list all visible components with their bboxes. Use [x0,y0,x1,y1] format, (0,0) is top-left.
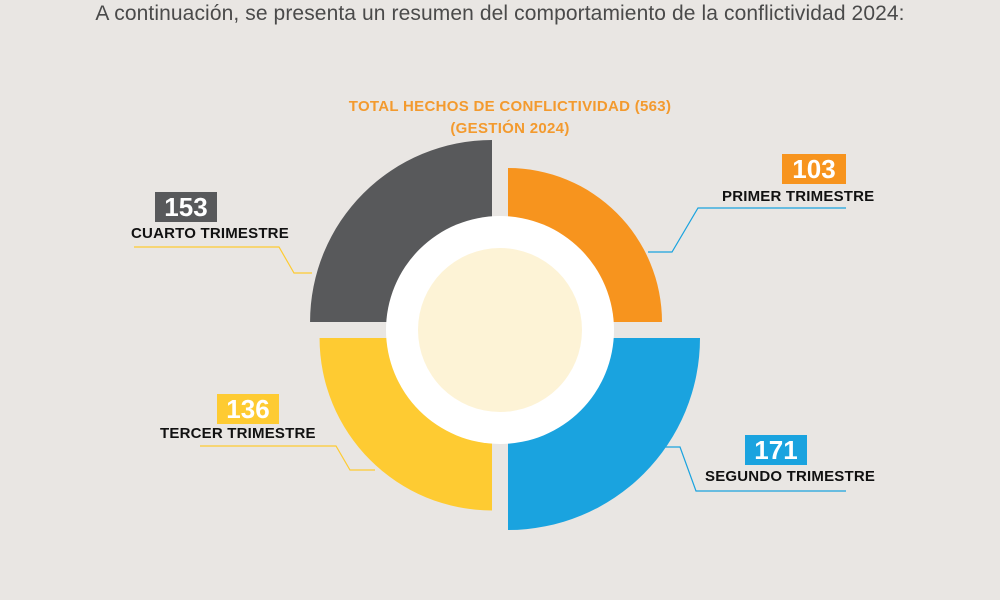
intro-text: A continuación, se presenta un resumen d… [95,2,905,25]
leader-cuarto-trimestre [134,246,312,274]
donut-center [418,248,582,412]
chart-title-line-2: (GESTIÓN 2024) [450,120,570,137]
leader-segundo-trimestre [654,446,846,492]
value-box-segundo-trimestre: 171 [745,435,807,465]
value-box-primer-trimestre: 103 [782,154,846,184]
segment-segundo-trimestre [508,338,700,530]
segment-cuarto-trimestre [310,140,492,322]
segment-tercer-trimestre [319,338,492,511]
leader-primer-trimestre [648,207,846,253]
chart-title-line-1: TOTAL HECHOS DE CONFLICTIVIDAD (563) [348,98,672,115]
value-box-tercer-trimestre: 136 [217,394,279,424]
chart-title: TOTAL HECHOS DE CONFLICTIVIDAD (563) (GE… [300,96,720,140]
value-box-cuarto-trimestre: 153 [155,192,217,222]
label-segundo-trimestre: SEGUNDO TRIMESTRE [705,468,876,485]
label-cuarto-trimestre: CUARTO TRIMESTRE [131,225,289,242]
segment-primer-trimestre [508,168,662,322]
leader-tercer-trimestre [200,445,375,471]
label-primer-trimestre: PRIMER TRIMESTRE [722,188,875,205]
label-tercer-trimestre: TERCER TRIMESTRE [160,425,316,442]
